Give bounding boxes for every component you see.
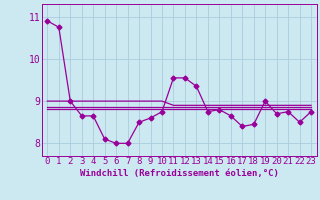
X-axis label: Windchill (Refroidissement éolien,°C): Windchill (Refroidissement éolien,°C) xyxy=(80,169,279,178)
